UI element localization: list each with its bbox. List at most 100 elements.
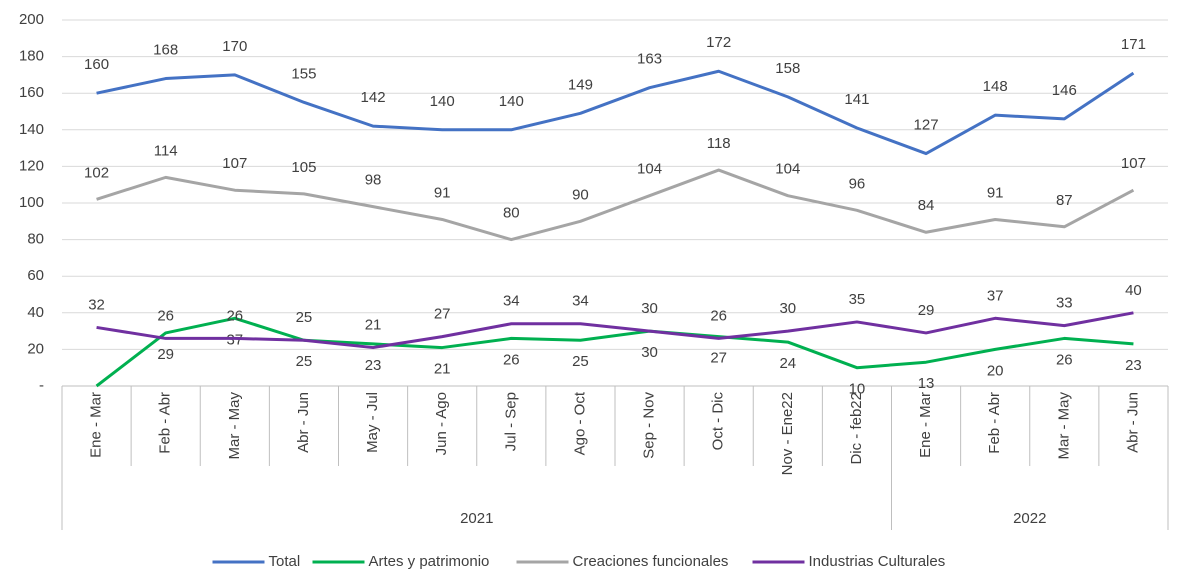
data-label: 140: [499, 93, 524, 110]
data-label: 149: [568, 76, 593, 93]
data-label: 91: [434, 184, 451, 201]
data-label: 168: [153, 42, 178, 59]
x-tick-label: Ene - Mar: [917, 392, 934, 458]
x-tick-label: Jul - Sep: [502, 392, 519, 451]
data-label: 26: [710, 307, 727, 324]
data-label: 80: [503, 205, 520, 222]
data-label: 90: [572, 186, 589, 203]
data-label: 87: [1056, 192, 1073, 209]
data-label: 35: [849, 291, 866, 308]
data-label: 163: [637, 51, 662, 68]
x-tick-label: Sep - Nov: [641, 392, 658, 459]
x-tick-label: Dic - feb22: [848, 392, 865, 465]
data-label: 30: [641, 344, 658, 361]
data-label: 21: [365, 317, 382, 334]
y-tick-label: 60: [27, 267, 44, 284]
y-tick-label: 100: [19, 194, 44, 211]
group-label: 2021: [460, 510, 493, 527]
x-tick-label: Abr - Jun: [1124, 392, 1141, 453]
x-tick-label: Feb - Abr: [986, 392, 1003, 454]
data-label: 27: [434, 306, 451, 323]
data-label: 33: [1056, 295, 1073, 312]
data-label: 155: [291, 65, 316, 82]
data-label: 13: [918, 375, 935, 392]
x-tick-label: Feb - Abr: [157, 392, 174, 454]
data-label: 10: [849, 381, 866, 398]
data-label: 102: [84, 164, 109, 181]
data-label: 29: [918, 302, 935, 319]
data-label: 114: [154, 142, 178, 159]
x-tick-label: May - Jul: [364, 392, 381, 453]
data-label: 29: [157, 346, 174, 363]
series-line: [96, 69, 1135, 156]
series-line: [96, 168, 1135, 242]
data-label: 170: [222, 38, 247, 55]
x-tick-label: Jun - Ago: [433, 392, 450, 455]
data-label: 127: [914, 117, 939, 134]
y-tick-label: 180: [19, 48, 44, 65]
data-label: 27: [710, 350, 727, 367]
y-tick-label: 160: [19, 84, 44, 101]
data-label: 25: [296, 353, 313, 370]
legend-label: Artes y patrimonio: [369, 553, 490, 570]
data-label: 104: [775, 161, 800, 178]
data-label: 171: [1121, 36, 1146, 53]
data-label: 23: [1125, 357, 1142, 374]
data-label: 104: [637, 161, 662, 178]
y-tick-label: 120: [19, 157, 44, 174]
data-label: 141: [844, 91, 869, 108]
data-label: 26: [226, 307, 243, 324]
x-tick-label: Ene - Mar: [88, 392, 105, 458]
data-label: 158: [775, 60, 800, 77]
data-label: 26: [503, 351, 520, 368]
series-line: [95, 316, 1134, 388]
data-label: 20: [987, 362, 1004, 379]
data-label: 172: [706, 34, 731, 51]
data-label: 30: [779, 300, 796, 317]
data-label: 146: [1052, 82, 1077, 99]
data-label: 96: [849, 175, 866, 192]
data-label: 32: [88, 296, 105, 313]
data-label: 107: [1121, 155, 1146, 172]
data-label: 107: [222, 155, 247, 172]
y-tick-label: 40: [27, 304, 44, 321]
data-label: 160: [84, 56, 109, 73]
y-tick-label: 140: [19, 121, 44, 138]
data-label: 25: [572, 353, 589, 370]
data-label: 34: [503, 293, 520, 310]
legend-label: Creaciones funcionales: [573, 553, 729, 570]
y-tick-label: 200: [19, 11, 44, 28]
data-label: 24: [779, 355, 796, 372]
data-label: 140: [430, 93, 455, 110]
data-label: 23: [365, 357, 382, 374]
x-tick-label: Abr - Jun: [295, 392, 312, 453]
data-label: 40: [1125, 282, 1142, 299]
data-label: 34: [572, 293, 589, 310]
y-tick-label: 20: [27, 340, 44, 357]
data-label: 118: [707, 135, 731, 152]
y-tick-label: -: [39, 377, 44, 394]
group-label: 2022: [1013, 510, 1046, 527]
legend-label: Total: [269, 553, 301, 570]
y-tick-label: 80: [27, 231, 44, 248]
x-tick-label: Mar - May: [1055, 392, 1072, 460]
data-label: 98: [365, 172, 382, 189]
data-label: 30: [641, 300, 658, 317]
data-label: 21: [434, 361, 451, 378]
x-tick-label: Mar - May: [226, 392, 243, 460]
x-tick-label: Nov - Ene22: [779, 392, 796, 475]
x-tick-label: Ago - Oct: [571, 391, 588, 455]
data-label: 142: [361, 89, 386, 106]
data-label: 25: [296, 309, 313, 326]
data-label: 26: [157, 307, 174, 324]
data-label: 84: [918, 197, 935, 214]
data-label: 26: [1056, 351, 1073, 368]
x-tick-label: Oct - Dic: [710, 392, 727, 451]
data-label: 91: [987, 184, 1004, 201]
data-label: 37: [987, 287, 1004, 304]
data-label: 105: [291, 159, 316, 176]
legend-label: Industrias Culturales: [809, 553, 946, 570]
data-label: 148: [983, 78, 1008, 95]
series-line: [96, 311, 1134, 350]
